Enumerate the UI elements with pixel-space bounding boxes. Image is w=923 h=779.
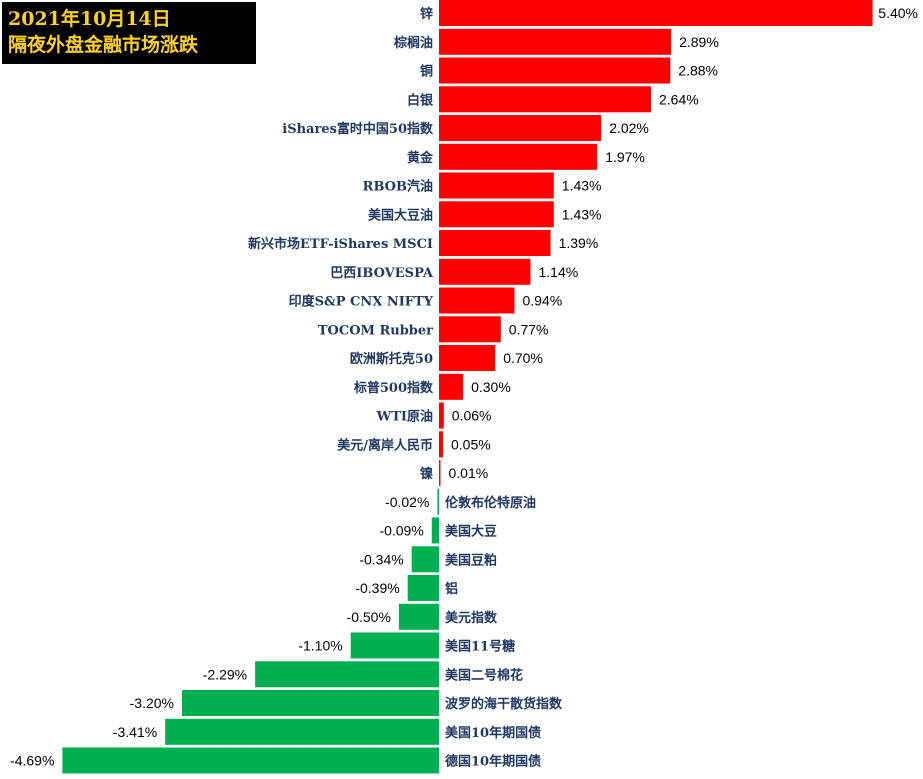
value-label: -3.20% <box>130 695 174 711</box>
value-label: -0.09% <box>379 523 423 539</box>
value-label: -3.41% <box>113 724 157 740</box>
category-label: TOCOM Rubber <box>318 323 433 338</box>
category-label: 新兴市场ETF-iShares MSCI <box>248 236 433 252</box>
value-label: 5.40% <box>878 5 918 21</box>
category-label: 镍 <box>420 466 433 482</box>
category-label: RBOB汽油 <box>363 179 433 195</box>
value-label: 0.01% <box>449 465 489 481</box>
value-label: -4.69% <box>10 753 54 769</box>
bar <box>182 690 439 716</box>
category-label: 美国大豆油 <box>368 207 433 223</box>
value-label: 2.89% <box>679 34 719 50</box>
bar <box>439 115 602 141</box>
chart-title-box: 2021年10月14日 隔夜外盘金融市场涨跌 <box>2 2 256 64</box>
bar <box>255 661 439 688</box>
category-label: 标普500指数 <box>353 380 434 396</box>
value-label: 0.06% <box>452 408 492 424</box>
bar <box>439 287 515 314</box>
category-label: 铝 <box>445 581 458 597</box>
bar <box>350 632 439 659</box>
bar <box>439 172 554 199</box>
value-label: 1.14% <box>539 264 579 280</box>
bar <box>439 230 551 256</box>
category-label: 美国豆粕 <box>445 552 497 568</box>
bar <box>439 143 598 170</box>
category-label: 棕榈油 <box>393 35 433 51</box>
category-label: 伦敦布伦特原油 <box>445 495 536 511</box>
bar <box>411 546 439 573</box>
category-label: 美国二号棉花 <box>445 667 523 683</box>
value-label: 0.05% <box>451 436 491 452</box>
bar <box>439 86 651 113</box>
value-label: -0.50% <box>347 609 391 625</box>
category-label: 美元指数 <box>445 610 498 626</box>
category-label: 铜 <box>419 64 433 80</box>
bar <box>439 57 671 84</box>
category-label: 印度S&P CNX NIFTY <box>289 294 434 310</box>
bar <box>439 258 531 285</box>
category-label: WTI原油 <box>376 409 433 425</box>
bar <box>439 316 501 343</box>
category-label: 波罗的海干散货指数 <box>445 696 563 712</box>
value-label: -2.29% <box>203 666 247 682</box>
bar <box>439 402 444 429</box>
value-label: 1.97% <box>605 149 645 165</box>
bar <box>62 747 440 774</box>
value-label: 0.30% <box>471 379 511 395</box>
category-label: 欧洲斯托克50 <box>350 351 433 367</box>
bar <box>439 345 496 371</box>
category-label: 美国11号糖 <box>445 639 515 655</box>
value-label: 1.43% <box>562 206 602 222</box>
category-label: 锌 <box>420 6 433 22</box>
bar <box>431 517 439 544</box>
bar <box>439 28 672 55</box>
value-label: 0.77% <box>509 321 549 337</box>
category-label: 黄金 <box>407 150 434 166</box>
bar <box>439 460 441 486</box>
value-label: 2.88% <box>678 63 718 79</box>
bar <box>439 373 464 400</box>
value-label: 2.64% <box>659 91 699 107</box>
bar <box>437 488 439 515</box>
chart-title: 隔夜外盘金融市场涨跌 <box>8 34 199 56</box>
category-label: 美国10年期国债 <box>445 725 541 741</box>
chart-title-date: 2021年10月14日 <box>8 8 171 30</box>
category-label: 德国10年期国债 <box>445 754 541 770</box>
value-label: 0.70% <box>503 350 543 366</box>
category-label: 美国大豆 <box>445 524 497 540</box>
value-label: 1.39% <box>559 235 599 251</box>
bar <box>398 603 439 630</box>
value-label: -0.39% <box>355 580 399 596</box>
value-label: -1.10% <box>298 638 342 654</box>
value-label: -0.02% <box>385 494 429 510</box>
bar <box>165 718 439 745</box>
bar <box>439 431 443 458</box>
category-label: iShares富时中国50指数 <box>282 121 434 137</box>
category-label: 美元/离岸人民币 <box>337 437 433 453</box>
value-label: 1.43% <box>562 178 602 194</box>
value-label: 0.94% <box>523 293 563 309</box>
value-label: -0.34% <box>359 551 403 567</box>
bar <box>439 201 554 228</box>
category-label: 巴西IBOVESPA <box>330 266 434 281</box>
value-label: 2.02% <box>609 120 649 136</box>
category-label: 白银 <box>407 92 434 108</box>
bar <box>439 0 873 26</box>
bar <box>407 575 439 601</box>
